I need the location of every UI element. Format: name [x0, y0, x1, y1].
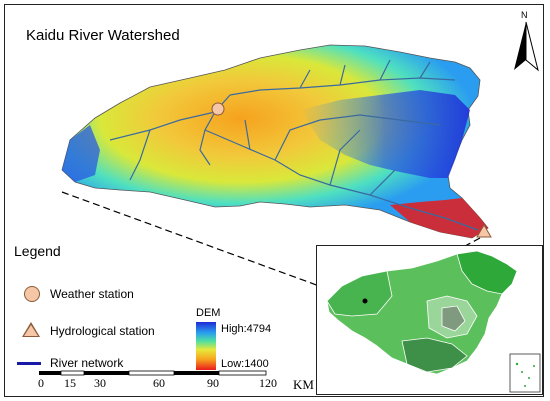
scale-tick-90: 90	[207, 376, 219, 390]
north-arrow: N	[514, 10, 539, 72]
scale-tick-60: 60	[153, 376, 165, 390]
hydrological-station-marker	[476, 224, 492, 238]
weather-station-marker	[211, 102, 225, 116]
scale-tick-30: 30	[94, 376, 106, 390]
study-area-marker	[362, 298, 368, 304]
weather-station-label: Weather station	[50, 287, 134, 301]
scale-tick-0: 0	[38, 376, 44, 390]
china-region-south	[401, 337, 468, 373]
high-elevation-zone-west	[62, 125, 100, 182]
china-region-gray	[441, 305, 466, 332]
south-china-sea-islands	[515, 362, 535, 387]
hydrological-station-symbol-fill	[24, 325, 38, 336]
china-inset-map	[326, 250, 541, 393]
north-label: N	[521, 10, 528, 20]
dem-color-ramp	[196, 322, 216, 370]
scale-unit: KM	[293, 377, 314, 392]
river-network-label: River network	[50, 356, 124, 370]
inset-map	[316, 245, 543, 395]
dem-legend-title: DEM	[196, 307, 221, 319]
scale-tick-15: 15	[64, 376, 76, 390]
low-elevation-zone	[390, 198, 488, 238]
dem-high-label: High:4794	[221, 323, 272, 335]
map-frame	[4, 4, 544, 397]
river-network-symbol	[17, 362, 41, 365]
dem-low-label: Low:1400	[221, 358, 269, 370]
high-elevation-zone	[300, 90, 470, 178]
hydrological-station-label: Hydrological station	[50, 324, 155, 338]
scale-tick-120: 120	[259, 376, 277, 390]
weather-station-symbol	[24, 286, 40, 302]
zoom-line-left	[61, 191, 364, 303]
china-region-northeast	[456, 250, 518, 295]
map-title: Kaidu River Watershed	[26, 27, 180, 44]
legend-title: Legend	[14, 243, 61, 259]
china-region-west	[326, 270, 393, 317]
